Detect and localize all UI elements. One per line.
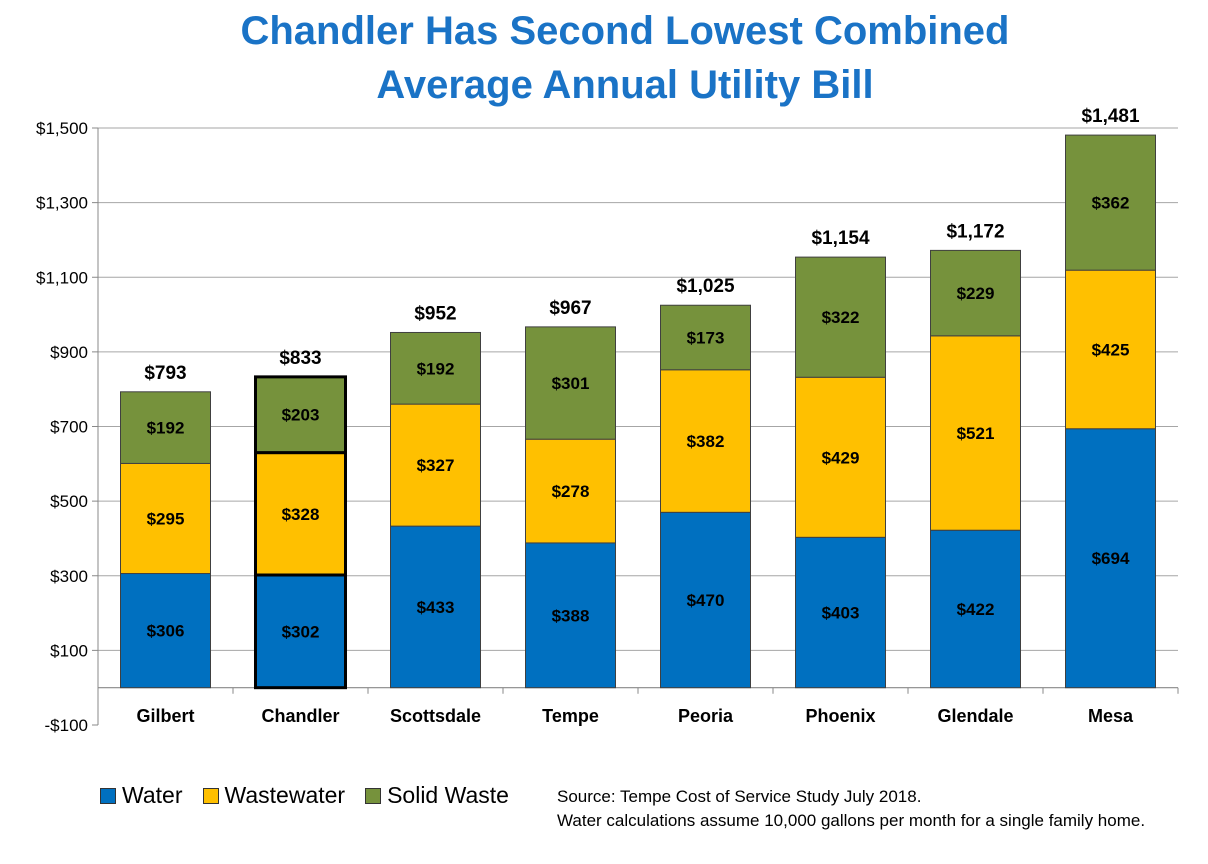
y-tick-label: $1,500 [36,119,88,138]
legend-label-water: Water [122,782,183,808]
total-value-label: $1,025 [676,276,735,297]
bar-segment [1065,134,1156,271]
bar-segment [795,256,886,378]
bar-segment [120,462,211,575]
category-label: Mesa [1088,706,1134,726]
total-value-label: $1,154 [811,228,870,249]
category-label: Gilbert [136,706,194,726]
segment-value-label: $403 [822,604,860,623]
segment-value-label: $295 [147,509,185,528]
legend-item-solid-waste: Solid Waste [365,782,509,809]
segment-value-label: $229 [957,284,995,303]
chart-title: Chandler Has Second Lowest Combined [240,9,1010,53]
legend-label-wastewater: Wastewater [224,782,346,808]
segment-value-label: $521 [957,424,995,443]
y-tick-label: $500 [50,492,88,511]
bar-segment [254,375,347,455]
segment-value-label: $328 [282,505,320,524]
category-label: Peoria [678,706,734,726]
segment-value-label: $388 [552,606,590,625]
total-value-label: $793 [144,363,186,384]
y-tick-label: $900 [50,343,88,362]
category-label: Phoenix [805,706,875,726]
category-label: Chandler [261,706,339,726]
legend: Water Wastewater Solid Waste [100,782,529,809]
segment-value-label: $694 [1092,549,1130,568]
segment-value-label: $327 [417,456,455,475]
total-value-label: $1,481 [1081,106,1140,127]
legend-label-solid-waste: Solid Waste [387,782,509,808]
y-tick-label: $100 [50,641,88,660]
y-tick-label: $700 [50,418,88,437]
bar-segment [930,249,1021,337]
segment-value-label: $203 [282,406,320,425]
legend-item-wastewater: Wastewater [202,782,346,809]
segment-value-label: $192 [147,419,185,438]
segment-value-label: $278 [552,482,590,501]
total-value-label: $833 [279,348,321,369]
category-label: Tempe [542,706,599,726]
y-tick-label: $1,300 [36,194,88,213]
bar-segment [795,376,886,538]
segment-value-label: $173 [687,329,725,348]
bar-segment [795,536,886,689]
segment-value-label: $429 [822,448,860,467]
legend-swatch-solid-waste [365,787,382,804]
bar-segment [1065,428,1156,689]
y-tick-label: $1,100 [36,268,88,287]
segment-value-label: $422 [957,600,995,619]
segment-value-label: $301 [552,374,590,393]
segment-value-label: $470 [687,591,725,610]
segment-value-label: $425 [1092,340,1130,359]
bar-segment [1065,269,1156,430]
chart-title-line2: Average Annual Utility Bill [376,63,874,107]
bar-segment [390,331,481,405]
segment-value-label: $362 [1092,194,1130,213]
segment-value-label: $302 [282,622,320,641]
bar-segment [660,304,751,371]
category-label: Scottsdale [390,706,481,726]
legend-swatch-water [100,787,116,804]
bar-segment [525,326,616,440]
segment-value-label: $192 [417,359,455,378]
segment-value-label: $433 [417,598,455,617]
bar-segment [930,529,1021,689]
total-value-label: $967 [549,298,591,319]
bar-segment [254,573,347,690]
stacked-bar-chart: -$100 $100 $300 $500 $700 $900 $1,100 $1,300 $1,… [36,106,1179,735]
bar-segment [660,369,751,513]
y-tick-label: -$100 [45,716,88,735]
source-line-1: Source: Tempe Cost of Service Study July… [557,787,922,806]
legend-swatch-wastewater [202,787,219,804]
source-line-2: Water calculations assume 10,000 gallons… [557,811,1146,830]
segment-value-label: $322 [822,308,860,327]
source-note: Source: Tempe Cost of Service Study July… [557,785,1145,833]
category-label: Glendale [937,706,1013,726]
segment-value-label: $382 [687,432,725,451]
total-value-label: $1,172 [946,221,1004,242]
bar-segment [525,438,616,544]
y-tick-label: $300 [50,567,88,586]
bar-segment [254,451,347,577]
total-value-label: $952 [414,303,456,324]
legend-item-water: Water [100,782,183,809]
bar-segment [120,391,211,464]
bar-segment [660,511,751,689]
segment-value-label: $306 [147,622,185,641]
bar-segment [930,335,1021,531]
bar-segment [390,525,481,689]
